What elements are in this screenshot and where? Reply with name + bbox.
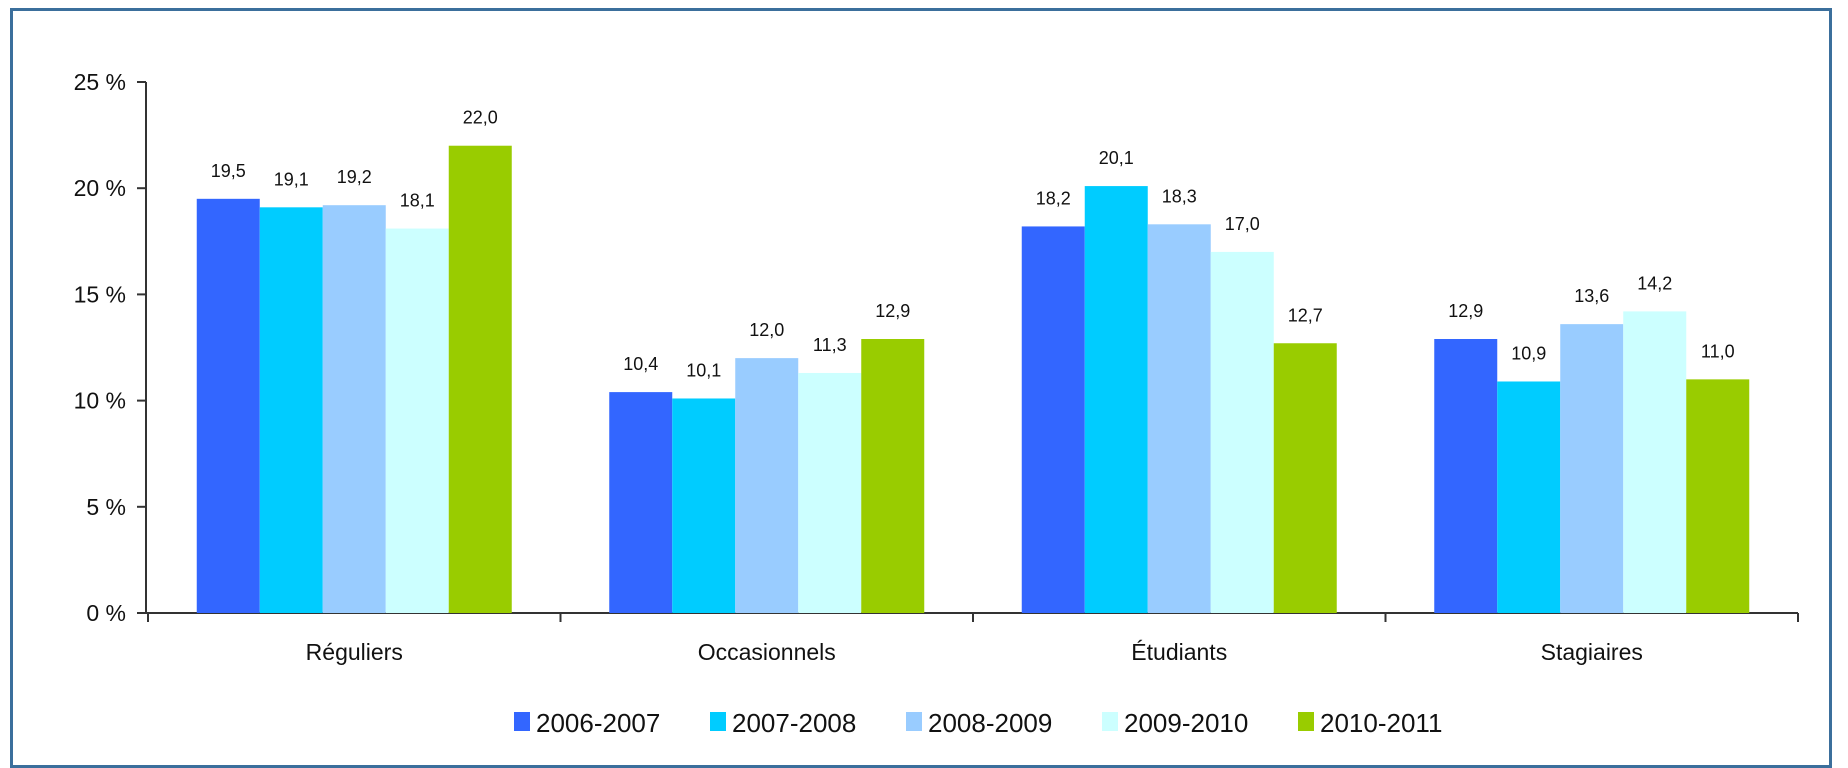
data-label: 12,9 bbox=[1448, 301, 1483, 321]
bar bbox=[448, 145, 512, 613]
bar bbox=[1686, 379, 1750, 613]
bar bbox=[1497, 381, 1561, 613]
legend-swatch bbox=[1102, 712, 1118, 731]
data-label: 18,3 bbox=[1162, 186, 1197, 206]
data-label: 10,1 bbox=[686, 360, 721, 380]
y-tick-label: 20 % bbox=[74, 175, 126, 201]
bar bbox=[1210, 251, 1274, 614]
bar bbox=[1623, 311, 1687, 613]
y-tick-label: 0 % bbox=[86, 600, 126, 626]
bar bbox=[798, 372, 862, 613]
bar bbox=[196, 198, 260, 613]
bar bbox=[1434, 339, 1498, 613]
bar bbox=[672, 398, 736, 613]
data-label: 13,6 bbox=[1574, 286, 1609, 306]
bar bbox=[1273, 343, 1337, 613]
data-label: 22,0 bbox=[463, 108, 498, 128]
bar bbox=[609, 392, 673, 613]
bar bbox=[1560, 324, 1624, 613]
x-category-label: Occasionnels bbox=[698, 639, 836, 665]
legend-label: 2010-2011 bbox=[1320, 708, 1442, 738]
data-label: 17,0 bbox=[1225, 214, 1260, 234]
legend-swatch bbox=[906, 712, 922, 731]
x-category-label: Stagiaires bbox=[1541, 639, 1643, 665]
bar bbox=[385, 228, 449, 613]
legend-label: 2006-2007 bbox=[536, 708, 660, 738]
legend: 2006-2007 2007-2008 2008-2009 2009-2010 2010… bbox=[514, 708, 1442, 738]
y-tick-label: 5 % bbox=[86, 494, 126, 520]
bar bbox=[1147, 224, 1211, 614]
legend-label: 2007-2008 bbox=[732, 708, 856, 738]
data-label: 19,2 bbox=[337, 167, 372, 187]
bar bbox=[1021, 226, 1085, 613]
x-category-label: Étudiants bbox=[1131, 639, 1227, 665]
x-category-label: Réguliers bbox=[306, 639, 403, 665]
data-labels: 19,5 19,1 19,2 18,1 22,0 10,4 10,1 12,0 11,3 12,9… bbox=[211, 108, 1735, 381]
data-label: 10,4 bbox=[623, 354, 658, 374]
legend-swatch bbox=[710, 712, 726, 731]
data-label: 12,9 bbox=[875, 301, 910, 321]
data-label: 11,0 bbox=[1701, 341, 1735, 361]
bar bbox=[322, 205, 386, 613]
bar bbox=[1084, 186, 1148, 614]
data-label: 18,1 bbox=[400, 191, 435, 211]
x-axis: Réguliers Occasionnels Étudiants Stagiaires bbox=[146, 612, 1799, 665]
bar bbox=[735, 358, 799, 613]
bars bbox=[196, 145, 1750, 614]
data-label: 20,1 bbox=[1099, 148, 1134, 168]
y-axis: 0 % 5 % 10 % 15 % 20 % 25 % bbox=[74, 69, 147, 626]
y-tick-label: 15 % bbox=[74, 281, 126, 307]
data-label: 12,7 bbox=[1288, 305, 1323, 325]
bar bbox=[861, 339, 925, 613]
legend-label: 2008-2009 bbox=[928, 708, 1052, 738]
y-tick-label: 10 % bbox=[74, 388, 126, 414]
data-label: 19,5 bbox=[211, 161, 246, 181]
data-label: 10,9 bbox=[1511, 343, 1546, 363]
data-label: 11,3 bbox=[813, 335, 847, 355]
legend-swatch bbox=[1298, 712, 1314, 731]
bar bbox=[259, 207, 323, 614]
data-label: 14,2 bbox=[1637, 273, 1672, 293]
data-label: 19,1 bbox=[274, 169, 309, 189]
legend-label: 2009-2010 bbox=[1124, 708, 1248, 738]
data-label: 18,2 bbox=[1036, 188, 1071, 208]
data-label: 12,0 bbox=[749, 320, 784, 340]
legend-swatch bbox=[514, 712, 530, 731]
y-tick-label: 25 % bbox=[74, 69, 126, 95]
